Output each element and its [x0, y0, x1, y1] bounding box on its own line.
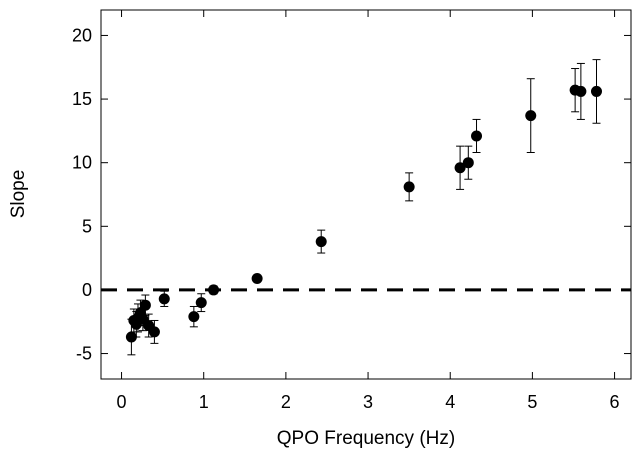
point-marker	[575, 85, 587, 97]
point-marker	[158, 293, 170, 305]
data-point	[208, 284, 220, 296]
data-points	[125, 59, 602, 356]
point-marker	[403, 181, 415, 193]
point-marker	[462, 157, 474, 169]
point-marker	[525, 110, 537, 122]
data-point	[471, 118, 483, 154]
point-marker	[471, 130, 483, 142]
point-marker	[195, 297, 207, 309]
y-axis-label: Slope	[8, 170, 29, 219]
data-point	[462, 145, 474, 180]
point-marker	[188, 311, 200, 323]
x-tick-label: 3	[363, 392, 373, 412]
point-marker	[251, 272, 263, 284]
x-tick-label: 0	[117, 392, 127, 412]
data-point	[525, 78, 537, 154]
data-point	[590, 59, 602, 124]
data-point	[454, 145, 466, 190]
x-tick-label: 2	[281, 392, 291, 412]
data-point	[195, 293, 207, 313]
y-tick-label: 15	[72, 89, 92, 109]
data-point	[158, 290, 170, 307]
y-axis-ticks: -5 0 5 10 15 20	[72, 25, 631, 364]
data-point	[403, 172, 415, 202]
point-marker	[208, 284, 220, 296]
x-tick-label: 6	[610, 392, 620, 412]
x-tick-label: 1	[199, 392, 209, 412]
y-tick-label: 20	[72, 25, 92, 45]
data-point	[148, 319, 160, 344]
x-axis-label: QPO Frequency (Hz)	[277, 428, 455, 449]
data-point	[188, 305, 200, 328]
y-tick-label: 10	[72, 153, 92, 173]
y-tick-label: 0	[82, 280, 92, 300]
point-marker	[125, 331, 137, 343]
x-tick-label: 4	[445, 392, 455, 412]
data-point	[575, 62, 587, 120]
point-marker	[315, 236, 327, 248]
point-marker	[590, 85, 602, 97]
plot-frame	[100, 9, 632, 380]
x-tick-label: 5	[527, 392, 537, 412]
data-point	[315, 229, 327, 254]
y-tick-label: -5	[76, 344, 92, 364]
y-tick-label: 5	[82, 216, 92, 236]
data-point	[139, 294, 151, 316]
point-marker	[454, 162, 466, 174]
point-marker	[139, 299, 151, 311]
point-marker	[148, 326, 160, 338]
data-point	[251, 272, 263, 284]
x-axis-ticks: 0 1 2 3 4 5 6	[117, 10, 620, 412]
